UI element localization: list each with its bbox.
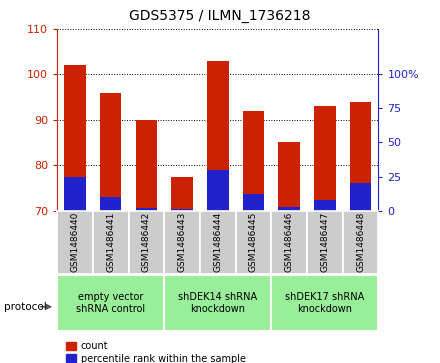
Bar	[207, 61, 228, 211]
Text: GSM1486441: GSM1486441	[106, 212, 115, 273]
Bar	[136, 208, 157, 211]
Text: GSM1486442: GSM1486442	[142, 212, 151, 272]
Bar	[243, 111, 264, 211]
Bar	[164, 211, 200, 274]
Bar	[271, 275, 378, 331]
Bar	[350, 102, 371, 211]
Bar	[350, 183, 371, 211]
Bar	[236, 211, 271, 274]
Bar	[307, 211, 343, 274]
Bar	[57, 275, 164, 331]
Text: empty vector
shRNA control: empty vector shRNA control	[76, 292, 145, 314]
Bar	[100, 197, 121, 211]
Text: GSM1486446: GSM1486446	[285, 212, 293, 273]
Bar	[172, 176, 193, 211]
Bar	[100, 93, 121, 211]
Bar	[207, 170, 228, 211]
Text: protocol: protocol	[4, 302, 47, 312]
Bar	[279, 207, 300, 211]
Bar	[271, 211, 307, 274]
Bar	[343, 211, 378, 274]
Bar	[243, 194, 264, 211]
Text: GSM1486444: GSM1486444	[213, 212, 222, 272]
Bar	[314, 200, 336, 211]
Text: GSM1486440: GSM1486440	[70, 212, 80, 273]
Bar	[172, 209, 193, 211]
Bar	[64, 176, 86, 211]
Bar	[164, 275, 271, 331]
Text: shDEK14 shRNA
knockdown: shDEK14 shRNA knockdown	[178, 292, 257, 314]
Bar	[136, 120, 157, 211]
Text: GSM1486443: GSM1486443	[178, 212, 187, 273]
Text: GDS5375 / ILMN_1736218: GDS5375 / ILMN_1736218	[129, 9, 311, 23]
Bar	[128, 211, 164, 274]
Bar	[314, 106, 336, 211]
Text: GSM1486448: GSM1486448	[356, 212, 365, 273]
Bar	[64, 65, 86, 211]
Bar	[279, 142, 300, 211]
Legend: count, percentile rank within the sample: count, percentile rank within the sample	[62, 337, 249, 363]
Text: GSM1486445: GSM1486445	[249, 212, 258, 273]
Text: GSM1486447: GSM1486447	[320, 212, 330, 273]
Bar	[200, 211, 236, 274]
Bar	[93, 211, 128, 274]
Text: shDEK17 shRNA
knockdown: shDEK17 shRNA knockdown	[285, 292, 364, 314]
Bar	[57, 211, 93, 274]
